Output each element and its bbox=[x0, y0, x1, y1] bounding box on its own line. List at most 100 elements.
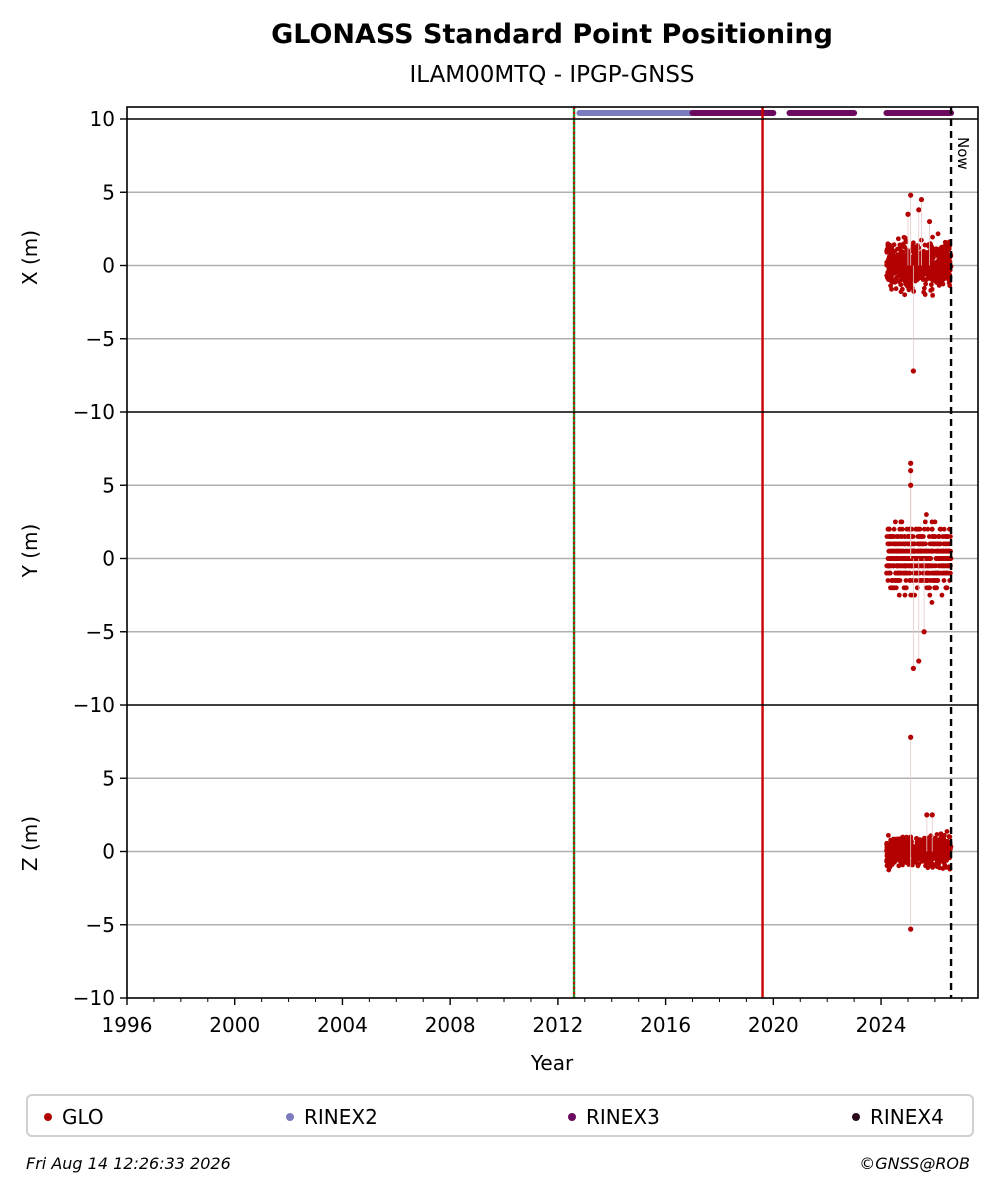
y-tick-label: 5 bbox=[102, 473, 115, 497]
legend-marker-rinex3 bbox=[568, 1113, 576, 1121]
glo-point bbox=[941, 563, 947, 569]
glo-point bbox=[888, 585, 893, 591]
glo-point bbox=[936, 548, 941, 554]
y-axis-label: X (m) bbox=[18, 230, 42, 285]
legend-item-rinex4: RINEX4 bbox=[852, 1105, 944, 1129]
glo-point bbox=[948, 570, 953, 576]
x-tick-label: 2012 bbox=[532, 1013, 583, 1037]
glo-point bbox=[889, 286, 894, 292]
chart: GLONASS Standard Point Positioning ILAM0… bbox=[18, 19, 979, 1075]
glo-point bbox=[939, 848, 945, 854]
glo-point bbox=[945, 556, 951, 561]
glo-point bbox=[940, 281, 946, 287]
glo-point bbox=[937, 526, 943, 532]
glo-point bbox=[916, 658, 922, 664]
glo-point bbox=[944, 829, 950, 834]
glo-point bbox=[912, 273, 918, 279]
glo-point bbox=[910, 368, 916, 374]
legend-label: GLO bbox=[62, 1105, 104, 1129]
glo-point bbox=[913, 849, 919, 855]
glo-point bbox=[935, 231, 941, 237]
glo-point bbox=[886, 254, 892, 259]
glo-point bbox=[905, 534, 911, 539]
glo-point bbox=[905, 211, 911, 217]
glo-point bbox=[920, 548, 926, 554]
glo-point bbox=[906, 264, 911, 270]
glo-point bbox=[929, 526, 935, 532]
glo-point bbox=[934, 578, 940, 583]
glo-point bbox=[938, 858, 944, 863]
glo-point bbox=[933, 266, 939, 272]
glo-point bbox=[884, 534, 890, 539]
glo-point bbox=[908, 468, 914, 474]
glo-point bbox=[915, 845, 920, 851]
glo-point bbox=[886, 258, 892, 264]
y-tick-label: 5 bbox=[102, 180, 115, 204]
glo-point bbox=[899, 847, 905, 852]
glo-point bbox=[932, 840, 938, 846]
chart-title: GLONASS Standard Point Positioning bbox=[271, 19, 833, 50]
glo-point bbox=[910, 240, 916, 246]
glo-point bbox=[884, 262, 890, 268]
glo-point bbox=[919, 563, 925, 569]
glo-point bbox=[903, 578, 909, 583]
glo-point bbox=[902, 292, 908, 298]
legend-marker-rinex2 bbox=[286, 1113, 294, 1121]
y-tick-label: 0 bbox=[102, 254, 115, 278]
glo-point bbox=[923, 863, 928, 869]
glo-point bbox=[915, 863, 921, 869]
glo-point bbox=[941, 844, 947, 850]
glo-point bbox=[940, 548, 946, 554]
glo-point bbox=[944, 853, 950, 858]
legend-label: RINEX3 bbox=[586, 1105, 660, 1129]
now-label: Now bbox=[954, 137, 972, 170]
x-axis-label: Year bbox=[530, 1051, 574, 1075]
glo-point bbox=[928, 833, 934, 839]
glo-point bbox=[887, 548, 893, 554]
glo-point bbox=[940, 249, 946, 254]
glo-point bbox=[929, 600, 935, 605]
glo-point bbox=[908, 192, 914, 198]
glo-point bbox=[929, 262, 934, 268]
glo-point bbox=[919, 274, 924, 280]
glo-point bbox=[908, 734, 914, 740]
glo-point bbox=[928, 257, 934, 263]
y-tick-label: 10 bbox=[90, 107, 115, 131]
copyright: ©GNSS@ROB bbox=[859, 1154, 970, 1173]
glo-point bbox=[885, 245, 891, 251]
legend-label: RINEX2 bbox=[304, 1105, 378, 1129]
glo-point bbox=[939, 592, 945, 598]
glo-point bbox=[927, 592, 933, 598]
glo-point bbox=[916, 556, 922, 561]
glo-point bbox=[902, 585, 908, 591]
glo-point bbox=[893, 585, 899, 591]
glo-point bbox=[924, 548, 930, 554]
glo-point bbox=[933, 585, 939, 591]
x-tick-label: 2016 bbox=[640, 1013, 691, 1037]
glo-point bbox=[936, 273, 942, 279]
glo-point bbox=[913, 836, 919, 842]
glo-point bbox=[945, 258, 951, 264]
glo-point bbox=[893, 286, 899, 292]
data-points bbox=[884, 192, 954, 932]
glo-point bbox=[941, 556, 947, 561]
glo-point bbox=[885, 832, 891, 838]
glo-point bbox=[925, 526, 931, 532]
glo-point bbox=[896, 863, 902, 869]
x-tick-label: 1996 bbox=[102, 1013, 153, 1037]
glo-point bbox=[926, 534, 932, 539]
glo-point bbox=[920, 534, 926, 539]
glo-point bbox=[908, 926, 914, 932]
glo-point bbox=[946, 269, 952, 274]
glo-point bbox=[888, 563, 894, 569]
glo-point bbox=[914, 526, 920, 532]
glo-point bbox=[896, 592, 902, 598]
vertical-markers: Now bbox=[572, 107, 972, 998]
glo-point bbox=[903, 563, 909, 569]
glo-point bbox=[897, 262, 903, 268]
glo-point bbox=[935, 251, 941, 256]
glo-point bbox=[886, 526, 892, 532]
glo-point bbox=[929, 249, 934, 255]
legend-item-glo: GLO bbox=[44, 1105, 104, 1129]
y-tick-label: −5 bbox=[86, 327, 115, 351]
